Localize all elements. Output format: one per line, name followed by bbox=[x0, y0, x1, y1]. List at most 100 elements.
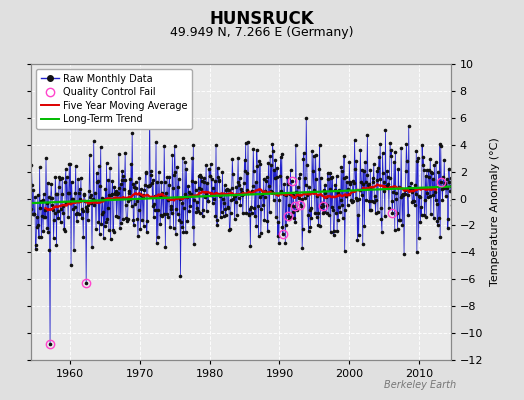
Point bbox=[439, 174, 447, 180]
Point bbox=[64, 214, 72, 220]
Point bbox=[298, 196, 306, 202]
Point bbox=[130, 222, 138, 228]
Point bbox=[257, 230, 265, 236]
Point bbox=[378, 150, 387, 156]
Point bbox=[419, 162, 427, 168]
Point bbox=[333, 190, 342, 196]
Point bbox=[49, 235, 58, 241]
Point bbox=[308, 148, 316, 154]
Point bbox=[295, 174, 303, 181]
Point bbox=[409, 198, 417, 204]
Point bbox=[294, 192, 302, 198]
Point bbox=[143, 218, 151, 224]
Point bbox=[103, 216, 111, 222]
Point bbox=[93, 179, 102, 186]
Point bbox=[136, 190, 144, 197]
Point bbox=[24, 188, 32, 194]
Point bbox=[269, 196, 278, 203]
Point bbox=[306, 223, 314, 230]
Point bbox=[234, 155, 242, 161]
Point bbox=[78, 215, 86, 221]
Point bbox=[434, 169, 443, 176]
Point bbox=[398, 222, 407, 228]
Point bbox=[218, 169, 226, 175]
Point bbox=[222, 186, 231, 193]
Point bbox=[212, 142, 220, 148]
Point bbox=[152, 139, 160, 145]
Point bbox=[25, 184, 34, 191]
Point bbox=[82, 280, 90, 286]
Point bbox=[253, 162, 261, 169]
Point bbox=[203, 180, 212, 186]
Point bbox=[116, 225, 124, 232]
Point bbox=[84, 217, 92, 224]
Point bbox=[291, 142, 300, 148]
Point bbox=[110, 229, 118, 235]
Point bbox=[257, 205, 266, 212]
Point bbox=[280, 181, 288, 187]
Point bbox=[383, 183, 391, 190]
Point bbox=[195, 185, 203, 191]
Point bbox=[138, 192, 147, 198]
Point bbox=[244, 138, 252, 145]
Point bbox=[278, 224, 287, 230]
Point bbox=[155, 168, 163, 175]
Point bbox=[178, 224, 187, 230]
Point bbox=[309, 168, 317, 174]
Point bbox=[213, 222, 221, 228]
Point bbox=[366, 207, 374, 214]
Point bbox=[151, 207, 159, 213]
Point bbox=[101, 223, 109, 229]
Point bbox=[435, 141, 444, 148]
Point bbox=[290, 215, 298, 221]
Point bbox=[46, 341, 54, 347]
Point bbox=[121, 150, 129, 157]
Point bbox=[387, 147, 396, 154]
Point bbox=[86, 193, 94, 200]
Point bbox=[354, 212, 362, 218]
Point bbox=[273, 164, 281, 171]
Point bbox=[85, 188, 93, 194]
Point bbox=[385, 205, 393, 211]
Point bbox=[126, 196, 135, 202]
Point bbox=[349, 197, 357, 204]
Point bbox=[47, 181, 56, 188]
Point bbox=[70, 204, 79, 210]
Point bbox=[114, 214, 123, 220]
Point bbox=[315, 142, 324, 149]
Point bbox=[90, 138, 98, 144]
Point bbox=[184, 189, 193, 195]
Point bbox=[205, 173, 214, 179]
Point bbox=[416, 194, 424, 200]
Point bbox=[335, 204, 343, 210]
Point bbox=[44, 229, 52, 235]
Point bbox=[348, 198, 356, 204]
Point bbox=[396, 217, 404, 223]
Point bbox=[231, 192, 239, 199]
Point bbox=[168, 210, 176, 216]
Point bbox=[198, 178, 206, 184]
Point bbox=[254, 232, 263, 239]
Point bbox=[135, 175, 144, 181]
Point bbox=[86, 191, 95, 198]
Point bbox=[285, 215, 293, 222]
Point bbox=[170, 172, 178, 178]
Point bbox=[154, 206, 162, 213]
Point bbox=[147, 168, 155, 174]
Point bbox=[351, 137, 359, 143]
Point bbox=[71, 162, 80, 169]
Point bbox=[414, 235, 423, 241]
Point bbox=[364, 182, 372, 189]
Point bbox=[383, 168, 391, 175]
Point bbox=[189, 224, 197, 230]
Point bbox=[237, 186, 245, 193]
Point bbox=[128, 130, 136, 136]
Text: Berkeley Earth: Berkeley Earth bbox=[384, 380, 456, 390]
Point bbox=[111, 190, 119, 197]
Point bbox=[107, 190, 116, 197]
Point bbox=[94, 178, 102, 184]
Point bbox=[264, 160, 272, 166]
Point bbox=[85, 152, 94, 158]
Point bbox=[373, 168, 381, 174]
Point bbox=[300, 195, 309, 202]
